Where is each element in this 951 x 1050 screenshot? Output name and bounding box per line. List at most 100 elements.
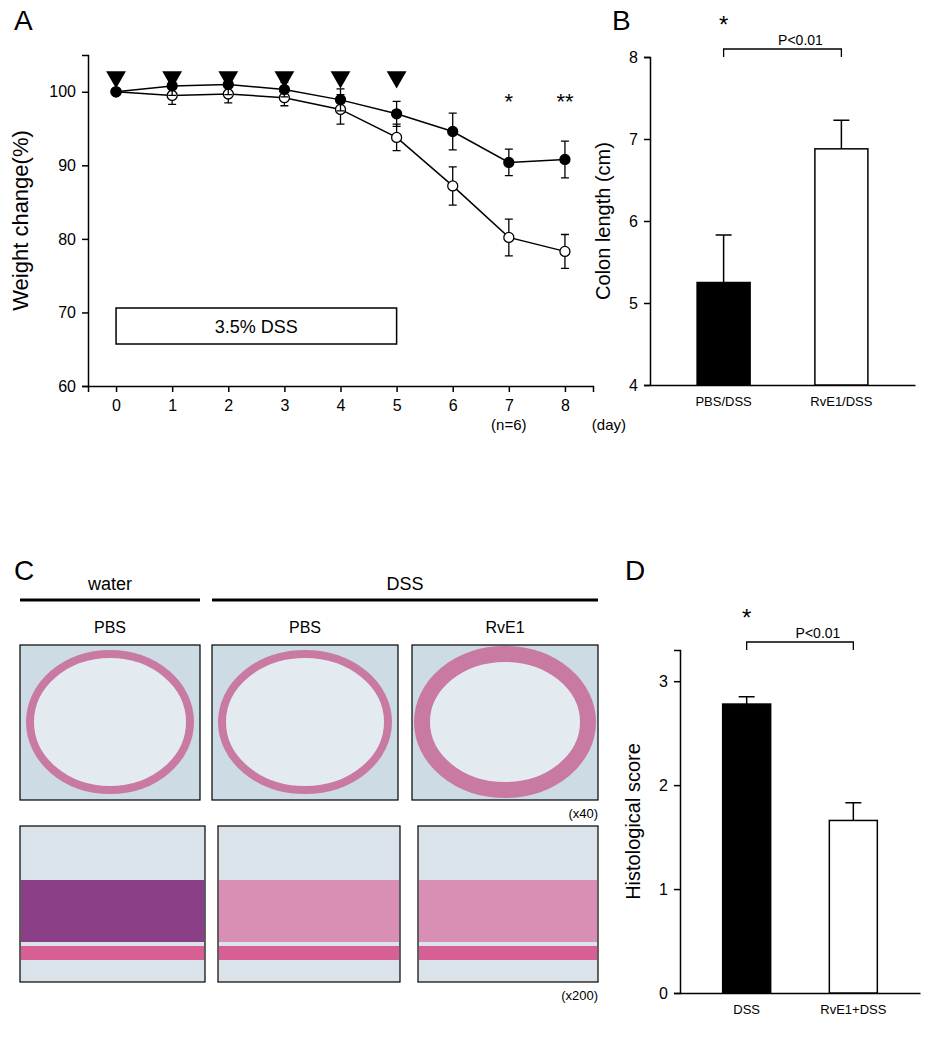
tick-mark	[644, 385, 650, 387]
tick-label: 0	[112, 397, 121, 414]
axis-line	[644, 58, 651, 386]
point	[336, 95, 346, 105]
x-axis: 012345678	[89, 386, 594, 414]
tick: 2	[224, 386, 233, 414]
tick-label: 60	[58, 378, 76, 395]
bar	[697, 283, 750, 386]
point	[279, 85, 289, 95]
tick: 60	[58, 378, 88, 395]
tick: 5	[629, 295, 650, 312]
tick: 90	[58, 157, 88, 174]
significance: *	[719, 11, 728, 38]
figure: A01234567860708090100Weight change(%)(da…	[0, 0, 951, 1050]
injection-marker	[106, 71, 126, 88]
y-axis: 0 1 2 3	[659, 651, 680, 1002]
series	[111, 74, 570, 178]
histology-image	[212, 645, 398, 800]
tissue-section	[422, 654, 588, 790]
x-axis: PBS/DSSRvE1/DSS	[651, 385, 916, 409]
error-bar	[845, 803, 861, 821]
tick: 100	[49, 83, 88, 100]
p-value: P<0.01	[778, 32, 823, 48]
axis-title: (day)	[592, 416, 626, 433]
note: (n=6)	[491, 416, 526, 433]
error-bar	[561, 141, 569, 178]
histology-image	[218, 826, 400, 982]
point	[223, 79, 233, 89]
panel: BPBS/DSSRvE1/DSS45678Colon length (cm)*P…	[592, 5, 916, 409]
panel-letter: D	[625, 555, 645, 586]
tick-label: 8	[629, 49, 638, 66]
tick-mark	[644, 303, 650, 305]
line	[116, 92, 565, 252]
tick-label: 4	[337, 397, 346, 414]
tick: 4	[629, 377, 650, 394]
column-label: PBS	[289, 619, 321, 636]
tick-label: 1	[659, 881, 668, 898]
tick: 4	[337, 386, 346, 414]
line	[116, 84, 565, 162]
error-bar	[449, 167, 457, 205]
tick-mark	[82, 165, 88, 167]
tick-label: PBS/DSS	[695, 394, 752, 409]
tick-label: 8	[561, 397, 570, 414]
bracket	[724, 49, 842, 57]
tick-label: 1	[168, 397, 177, 414]
group-rule	[20, 599, 200, 602]
error-bar	[280, 82, 288, 97]
tick: 0	[112, 386, 121, 414]
error-bar	[337, 89, 345, 111]
tick: 7	[629, 131, 650, 148]
tick-mark	[116, 386, 118, 392]
axis-title: Histological score	[622, 743, 644, 900]
error-bar	[224, 74, 232, 95]
tick: 0	[659, 985, 680, 1002]
error-bar	[716, 235, 732, 283]
error-bar	[393, 101, 401, 126]
error-bar	[739, 697, 755, 704]
tick-label: 70	[58, 304, 76, 321]
treatment-label: 3.5% DSS	[215, 317, 298, 337]
point	[560, 246, 570, 256]
tick-mark	[674, 993, 680, 995]
histology-image	[418, 826, 598, 982]
error-bar	[449, 113, 457, 150]
panel-letter: C	[14, 555, 34, 586]
axis-line	[681, 993, 921, 995]
significance: **	[556, 89, 574, 114]
tick: 3	[280, 386, 289, 414]
point	[167, 81, 177, 91]
tick-label: 3	[659, 673, 668, 690]
plot-area	[697, 120, 868, 385]
tick: PBS/DSS	[695, 385, 752, 409]
tick: 70	[58, 304, 88, 321]
tick: 1	[659, 881, 680, 898]
tick-label: 2	[659, 777, 668, 794]
bar	[815, 149, 868, 385]
tick-label: 7	[629, 131, 638, 148]
y-axis: 4 5 6 7 8	[629, 49, 650, 394]
error-bar	[168, 76, 176, 95]
point	[111, 87, 121, 97]
tick: 6	[629, 213, 650, 230]
tick-mark	[340, 386, 342, 392]
tick-mark	[644, 57, 650, 59]
tick: 3	[659, 673, 680, 690]
treatment: 3.5% DSS	[116, 308, 397, 344]
tick-mark	[644, 221, 650, 223]
tick-label: 90	[58, 157, 76, 174]
tick-mark	[82, 92, 88, 94]
tick-label: 5	[393, 397, 402, 414]
group-label: DSS	[386, 574, 423, 594]
group-rule	[212, 599, 598, 602]
error-bar	[833, 120, 849, 149]
axis-title: Colon length (cm)	[592, 142, 614, 300]
histology-image	[20, 645, 200, 800]
point	[392, 109, 402, 119]
muscle-band	[219, 946, 399, 960]
tick-mark	[82, 239, 88, 241]
tick-label: 4	[629, 377, 638, 394]
significance: *	[742, 604, 751, 631]
plot-area	[723, 697, 878, 993]
bracket	[747, 642, 854, 650]
